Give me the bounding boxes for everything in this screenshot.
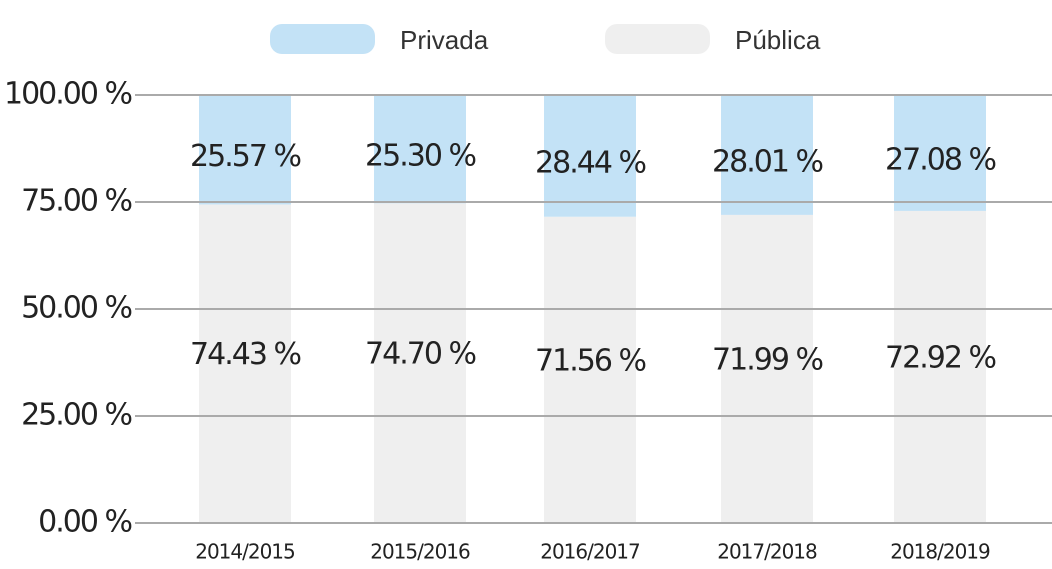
x-tick-label: 2015/2016 (370, 540, 470, 564)
legend-label: Privada (400, 25, 489, 55)
y-tick-label: 100.00 % (4, 77, 132, 112)
bar-segment (894, 210, 986, 523)
x-tick-label: 2016/2017 (540, 540, 640, 564)
y-tick-label: 25.00 % (21, 398, 131, 433)
bar-segment (721, 214, 813, 523)
value-label: 71.56 % (535, 343, 645, 378)
bar-segment (544, 216, 636, 523)
bar-segment (894, 95, 986, 211)
value-label: 74.70 % (365, 337, 475, 372)
value-label: 28.01 % (712, 144, 822, 179)
value-label: 72.92 % (885, 340, 995, 375)
y-tick-label: 0.00 % (38, 505, 131, 540)
bar-segment (374, 203, 466, 523)
bar-segment (544, 95, 636, 217)
bar-segment (374, 95, 466, 204)
bar-segment (199, 204, 291, 523)
legend-swatch (270, 24, 375, 54)
x-tick-label: 2018/2019 (890, 540, 990, 564)
value-label: 25.57 % (190, 139, 300, 174)
legend-label: Pública (735, 25, 821, 55)
bar-segment (199, 95, 291, 205)
value-label: 25.30 % (365, 139, 475, 174)
bar-segment (721, 95, 813, 215)
value-label: 28.44 % (535, 145, 645, 180)
y-tick-label: 75.00 % (21, 184, 131, 219)
x-tick-label: 2017/2018 (717, 540, 817, 564)
legend-swatch (605, 24, 710, 54)
value-label: 74.43 % (190, 337, 300, 372)
value-label: 27.08 % (885, 142, 995, 177)
y-tick-label: 50.00 % (21, 291, 131, 326)
x-tick-label: 2014/2015 (195, 540, 295, 564)
value-label: 71.99 % (712, 342, 822, 377)
